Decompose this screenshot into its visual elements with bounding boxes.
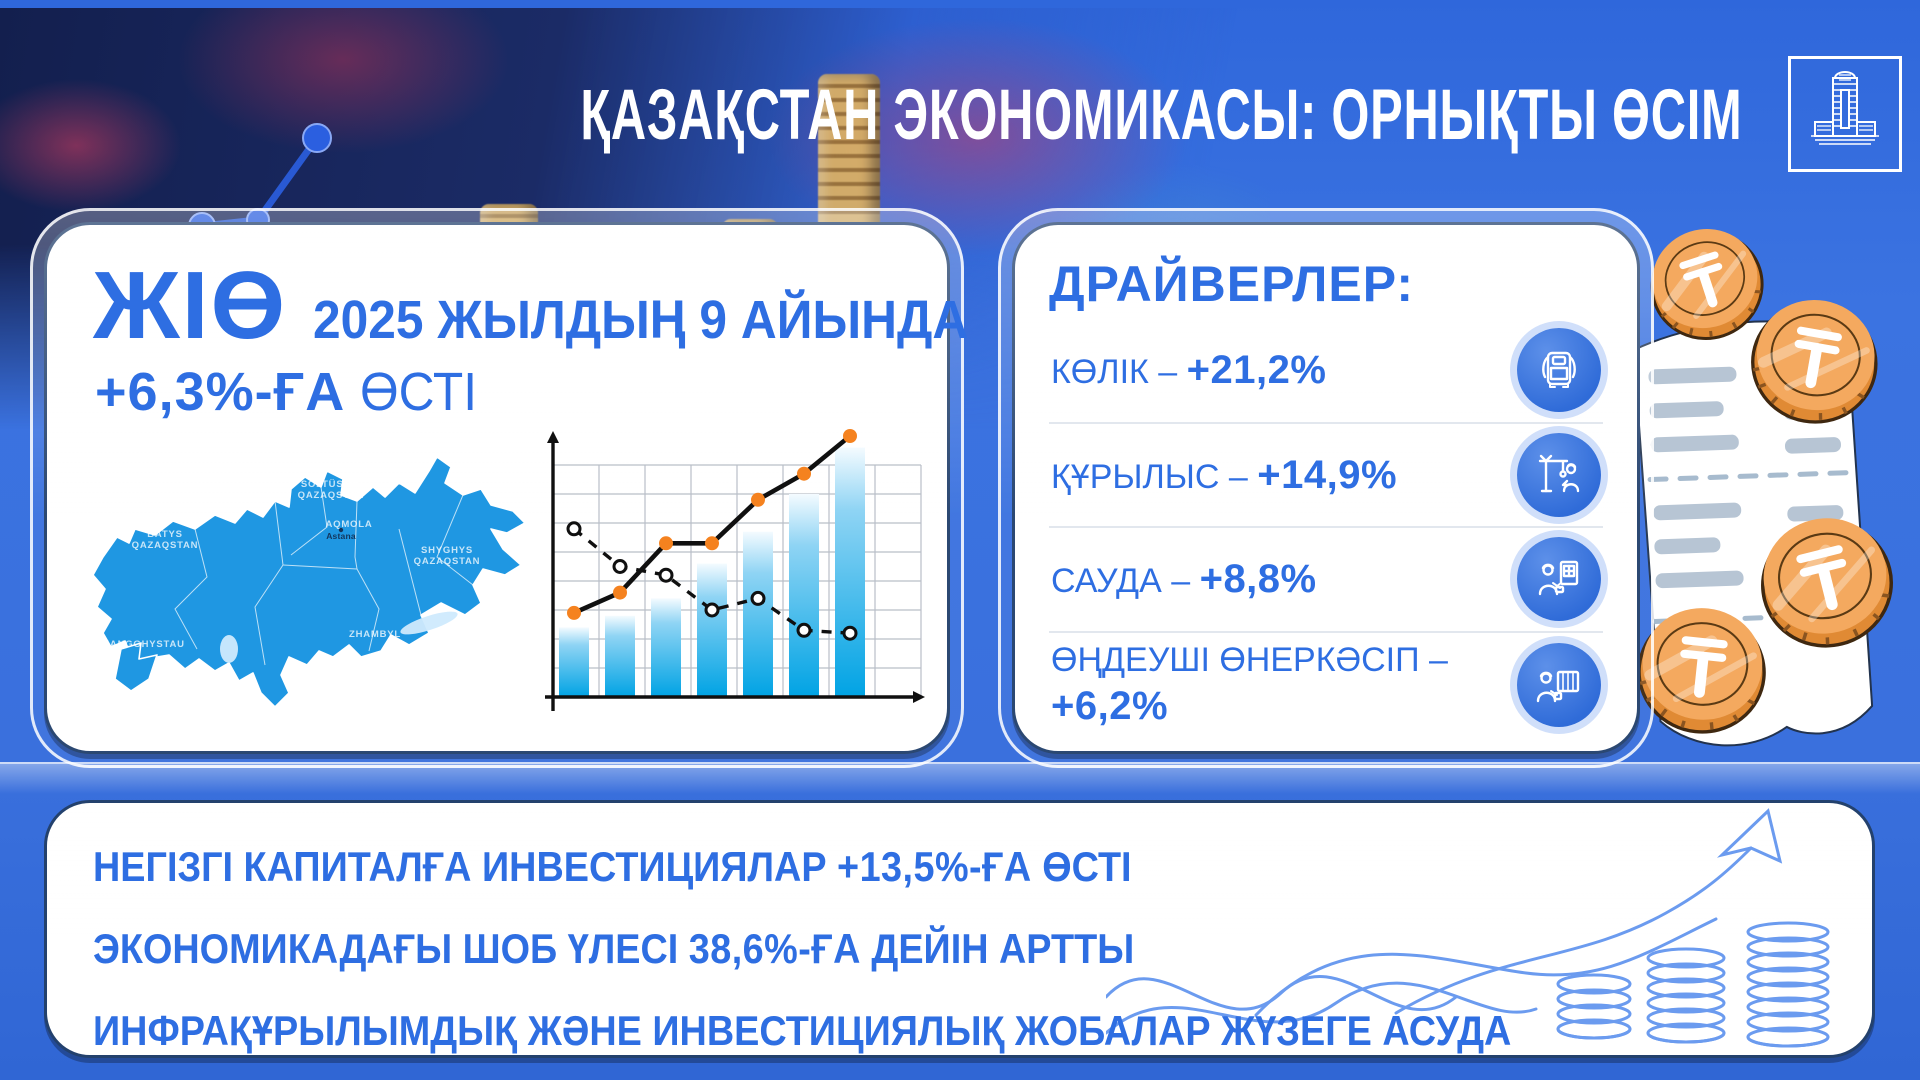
svg-text:MANGGHYSTAU: MANGGHYSTAU bbox=[101, 639, 185, 650]
driver-label: КӨЛІК – +21,2% bbox=[1051, 345, 1326, 395]
svg-text:BATYS: BATYS bbox=[147, 529, 183, 540]
svg-text:ZHAMBYL: ZHAMBYL bbox=[349, 629, 401, 640]
highlight-text: ДЕЙІН АРТТЫ bbox=[860, 925, 1135, 972]
svg-text:SHYGHYS: SHYGHYS bbox=[421, 545, 473, 556]
gdp-growth-text: +6,3%-ҒА ӨСТІ bbox=[47, 361, 947, 423]
driver-row-transport: КӨЛІК – +21,2% bbox=[1049, 319, 1603, 424]
svg-text:QAZAQSTAN: QAZAQSTAN bbox=[414, 556, 481, 567]
driver-name: КӨЛІК – bbox=[1051, 353, 1187, 392]
gdp-period-text: 2025 ЖЫЛДЫҢ 9 АЙЫНДА bbox=[313, 290, 969, 350]
svg-text:ONGTÜSTIK: ONGTÜSTIK bbox=[295, 679, 358, 690]
highlight-line-3: ИНФРАҚҰРЫЛЫМДЫҚ ЖӘНЕ ИНВЕСТИЦИЯЛЫҚ ЖОБАЛ… bbox=[93, 1007, 1872, 1055]
tenge-coin bbox=[1630, 206, 1781, 357]
gdp-growth-value: +6,3%-ҒА bbox=[95, 362, 346, 422]
driver-value: +8,8% bbox=[1199, 557, 1317, 602]
highlights-card: НЕГІЗГІ КАПИТАЛҒА ИНВЕСТИЦИЯЛАР +13,5%-Ғ… bbox=[44, 800, 1875, 1058]
gdp-card: ЖІӨ 2025 ЖЫЛДЫҢ 9 АЙЫНДА +6,3%-ҒА ӨСТІ S… bbox=[30, 208, 968, 768]
highlight-text: НЕГІЗГІ КАПИТАЛҒА ИНВЕСТИЦИЯЛАР bbox=[93, 843, 838, 890]
highlight-text: ЭКОНОМИКАДАҒЫ ШОБ ҮЛЕСІ bbox=[93, 925, 689, 972]
svg-text:QAZAQSTAN: QAZAQSTAN bbox=[132, 540, 199, 551]
highlight-line-1: НЕГІЗГІ КАПИТАЛҒА ИНВЕСТИЦИЯЛАР +13,5%-Ғ… bbox=[93, 843, 1872, 891]
driver-label: САУДА – +8,8% bbox=[1051, 554, 1317, 604]
page-title: ҚАЗАҚСТАН ЭКОНОМИКАСЫ: ОРНЫҚТЫ ӨСІМ bbox=[579, 74, 1742, 154]
driver-name: ҚҰРЫЛЫС – bbox=[1051, 457, 1258, 496]
driver-label: ҚҰРЫЛЫС – +14,9% bbox=[1051, 450, 1397, 500]
svg-text:QAZAQSTAN: QAZAQSTAN bbox=[294, 690, 361, 701]
government-building-logo bbox=[1788, 56, 1902, 172]
construction-crane-icon bbox=[1517, 432, 1601, 517]
trade-storefront-icon bbox=[1517, 537, 1601, 622]
tenge-coin bbox=[1741, 495, 1911, 665]
government-building-icon bbox=[1811, 71, 1879, 145]
tenge-coin bbox=[1737, 281, 1892, 436]
gdp-growth-suffix: ӨСТІ bbox=[360, 362, 478, 422]
highlight-text: ӨСТІ bbox=[1031, 843, 1132, 890]
driver-value: +6,2% bbox=[1051, 684, 1169, 728]
tenge-coin bbox=[1627, 593, 1776, 742]
highlight-value: 38,6%-ҒА bbox=[688, 925, 861, 972]
truck-icon bbox=[1517, 328, 1601, 413]
driver-label: ӨҢДЕУШІ ӨНЕРКӘСІП – +6,2% bbox=[1051, 639, 1481, 732]
svg-text:AQMOLA: AQMOLA bbox=[325, 519, 372, 530]
driver-row-trade: САУДА – +8,8% bbox=[1049, 528, 1603, 633]
driver-row-manufacturing: ӨҢДЕУШІ ӨНЕРКӘСІП – +6,2% bbox=[1049, 633, 1603, 738]
growth-chart bbox=[545, 429, 925, 711]
driver-value: +21,2% bbox=[1186, 348, 1327, 393]
driver-row-construction: ҚҰРЫЛЫС – +14,9% bbox=[1049, 424, 1603, 528]
drivers-title: ДРАЙВЕРЛЕР: bbox=[1049, 256, 1415, 312]
highlight-value: +13,5%-ҒА bbox=[837, 843, 1032, 890]
receipt-illustration bbox=[1632, 320, 1874, 747]
driver-name: ӨҢДЕУШІ ӨНЕРКӘСІП – bbox=[1051, 640, 1448, 679]
highlight-text: ИНФРАҚҰРЫЛЫМДЫҚ ЖӘНЕ ИНВЕСТИЦИЯЛЫҚ ЖОБАЛ… bbox=[93, 1007, 1512, 1054]
section-divider-band bbox=[0, 762, 1920, 794]
growth-arrow-coins-decoration bbox=[1106, 808, 1830, 1048]
manufacturing-container-icon bbox=[1517, 642, 1601, 727]
drivers-card: ДРАЙВЕРЛЕР: КӨЛІК – +21,2% ҚҰРЫЛЫС – +14… bbox=[998, 208, 1654, 768]
svg-text:Astana: Astana bbox=[326, 531, 356, 541]
astana-city-dot bbox=[338, 527, 344, 533]
svg-text:QAZAQSTAN: QAZAQSTAN bbox=[298, 490, 365, 501]
gdp-acronym: ЖІӨ bbox=[93, 252, 288, 359]
highlight-line-2: ЭКОНОМИКАДАҒЫ ШОБ ҮЛЕСІ 38,6%-ҒА ДЕЙІН А… bbox=[93, 925, 1872, 973]
driver-value: +14,9% bbox=[1257, 452, 1398, 497]
svg-text:SOLTÜSTIK: SOLTÜSTIK bbox=[301, 479, 361, 490]
driver-name: САУДА – bbox=[1051, 562, 1200, 601]
